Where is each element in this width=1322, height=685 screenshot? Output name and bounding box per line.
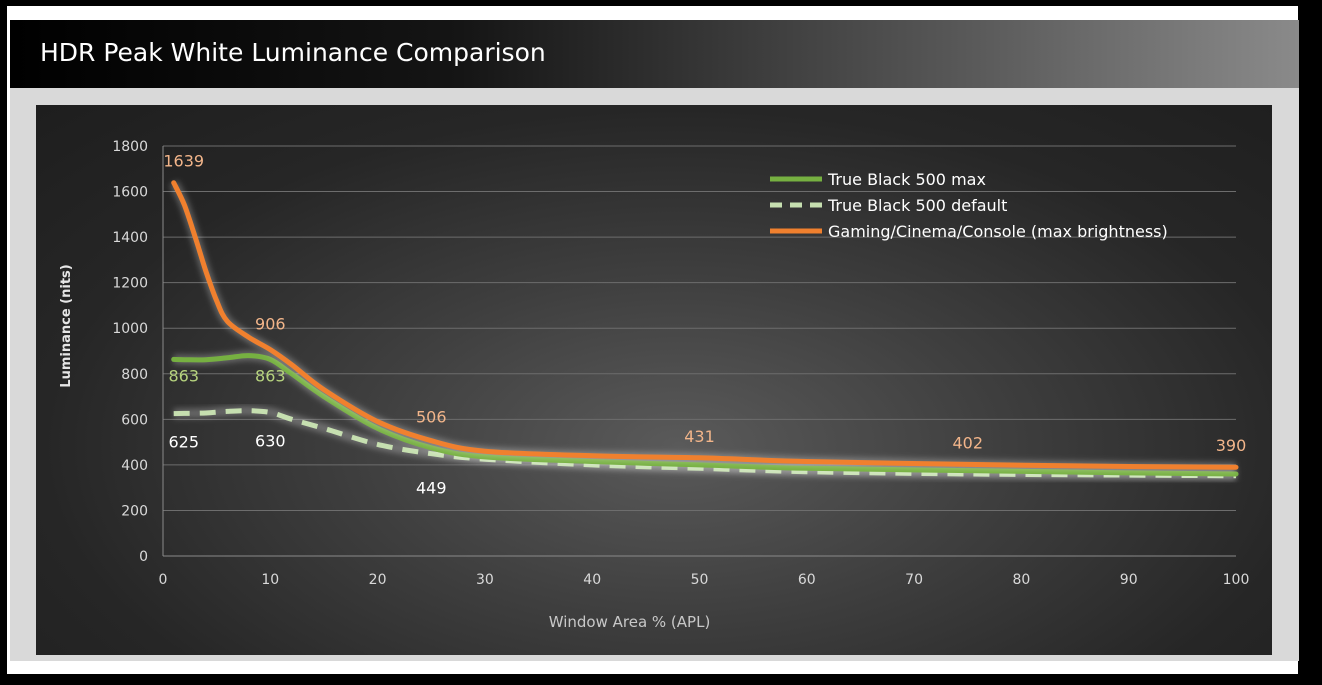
series-true-black-500-max-line [171, 353, 1239, 477]
x-tick-label: 70 [905, 572, 923, 588]
x-tick-label: 40 [583, 572, 601, 588]
data-label: 625 [168, 433, 199, 452]
x-tick-label: 50 [691, 572, 709, 588]
data-label: 630 [255, 432, 286, 451]
x-tick-label: 80 [1012, 572, 1030, 588]
series-gaming-cinema-console-line [171, 180, 1239, 470]
x-tick-label: 60 [798, 572, 816, 588]
chart-title: HDR Peak White Luminance Comparison [40, 38, 546, 67]
data-label: 863 [168, 366, 199, 385]
legend-entry: Gaming/Cinema/Console (max brightness) [828, 222, 1168, 241]
x-tick-label: 0 [159, 572, 168, 588]
plot-background [36, 105, 1272, 655]
data-label: 402 [952, 433, 983, 452]
data-label: 390 [1216, 436, 1247, 455]
x-tick-label: 30 [476, 572, 494, 588]
x-tick-label: 10 [261, 572, 279, 588]
x-tick-label: 20 [369, 572, 387, 588]
data-label: 449 [416, 479, 447, 498]
data-label: 431 [684, 427, 715, 446]
data-label: 906 [255, 315, 286, 334]
title-bar [10, 20, 1299, 88]
data-label: 1639 [163, 152, 204, 171]
y-tick-label: 0 [139, 549, 148, 565]
x-tick-label: 90 [1120, 572, 1138, 588]
y-tick-label: 1200 [112, 276, 148, 292]
data-label: 506 [416, 408, 447, 427]
y-tick-label: 800 [121, 367, 148, 383]
y-tick-label: 600 [121, 412, 148, 428]
y-tick-label: 1600 [112, 185, 148, 201]
y-axis-title: Luminance (nits) [59, 264, 74, 387]
y-tick-label: 400 [121, 458, 148, 474]
y-tick-label: 1400 [112, 230, 148, 246]
data-label: 863 [255, 366, 286, 385]
x-tick-label: 100 [1223, 572, 1250, 588]
y-tick-label: 1000 [112, 321, 148, 337]
y-tick-label: 200 [121, 503, 148, 519]
x-axis-title: Window Area % (APL) [549, 613, 711, 631]
legend-entry: True Black 500 max [827, 170, 986, 189]
y-tick-label: 1800 [112, 139, 148, 155]
legend-entry: True Black 500 default [827, 196, 1007, 215]
